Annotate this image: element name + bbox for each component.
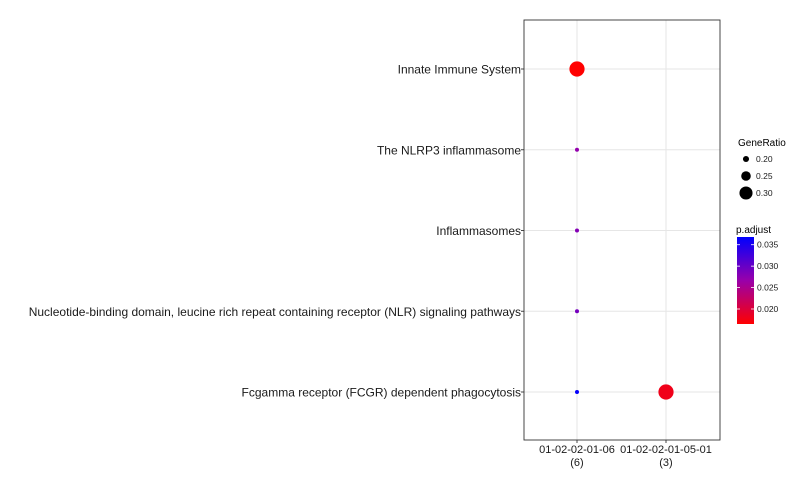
data-point <box>658 384 674 400</box>
y-tick-label: Nucleotide-binding domain, leucine rich … <box>29 305 521 319</box>
y-tick-label: Innate Immune System <box>398 63 521 77</box>
size-legend-dot <box>742 155 750 163</box>
colorbar-tick-label: 0.030 <box>757 261 779 271</box>
colorbar-tick-label: 0.020 <box>757 304 779 314</box>
size-legend-dot <box>741 171 751 181</box>
generatio-legend: GeneRatio 0.20 0.25 0.30 <box>738 138 786 200</box>
x-axis: 01-02-02-01-06(6) 01-02-02-01-05-01(3) <box>539 440 712 469</box>
y-tick-label: Inflammasomes <box>436 224 521 238</box>
data-point <box>575 309 579 314</box>
x-tick-label: 01-02-02-01-05-01 <box>620 444 712 456</box>
size-legend-dot <box>739 186 753 200</box>
grid-lines <box>524 20 720 440</box>
points <box>569 61 674 400</box>
padjust-colorbar <box>737 237 754 324</box>
size-legend-label: 0.30 <box>756 188 773 198</box>
data-point <box>575 147 579 152</box>
y-tick-label: The NLRP3 inflammasome <box>377 143 521 157</box>
colorbar-tick-label: 0.025 <box>757 283 779 293</box>
padjust-legend: p.adjust 0.035 0.030 0.025 0.020 <box>736 225 779 324</box>
size-legend-label: 0.25 <box>756 171 773 181</box>
padjust-legend-title: p.adjust <box>736 225 771 236</box>
data-point <box>575 390 579 394</box>
y-tick-label: Fcgamma receptor (FCGR) dependent phagoc… <box>242 386 521 400</box>
plot-panel-border <box>523 19 721 441</box>
data-point <box>569 61 585 77</box>
x-tick-label: 01-02-02-01-06 <box>539 444 615 456</box>
x-tick-count: (3) <box>659 457 672 469</box>
y-axis: Innate Immune System The NLRP3 inflammaso… <box>29 63 524 400</box>
generatio-legend-title: GeneRatio <box>738 138 786 149</box>
data-point <box>575 228 579 233</box>
x-tick-count: (6) <box>570 457 583 469</box>
colorbar-tick-label: 0.035 <box>757 240 779 250</box>
size-legend-label: 0.20 <box>756 154 773 164</box>
